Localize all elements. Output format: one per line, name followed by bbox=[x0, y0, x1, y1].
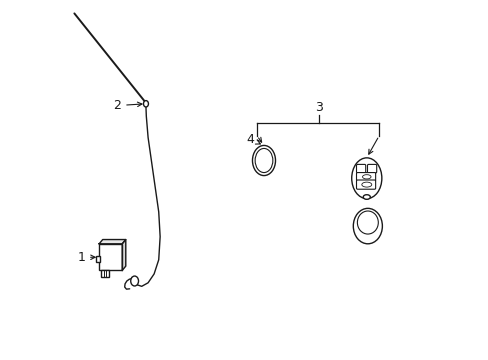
FancyBboxPatch shape bbox=[96, 256, 100, 262]
Polygon shape bbox=[99, 239, 125, 244]
FancyBboxPatch shape bbox=[367, 165, 376, 173]
Ellipse shape bbox=[255, 148, 272, 172]
Ellipse shape bbox=[363, 195, 369, 199]
Text: 1: 1 bbox=[77, 251, 95, 264]
FancyBboxPatch shape bbox=[99, 244, 122, 270]
Ellipse shape bbox=[130, 276, 138, 286]
FancyBboxPatch shape bbox=[356, 165, 365, 173]
Text: 3: 3 bbox=[314, 102, 322, 114]
Ellipse shape bbox=[361, 182, 371, 187]
Text: 4: 4 bbox=[246, 133, 260, 146]
Ellipse shape bbox=[252, 145, 275, 176]
Text: 2: 2 bbox=[113, 99, 142, 112]
Ellipse shape bbox=[353, 208, 382, 244]
Ellipse shape bbox=[362, 175, 370, 179]
Ellipse shape bbox=[143, 100, 148, 107]
FancyBboxPatch shape bbox=[101, 270, 109, 277]
Ellipse shape bbox=[357, 211, 378, 234]
FancyBboxPatch shape bbox=[356, 172, 375, 181]
Ellipse shape bbox=[351, 158, 381, 199]
FancyBboxPatch shape bbox=[356, 180, 375, 189]
Polygon shape bbox=[122, 239, 125, 270]
